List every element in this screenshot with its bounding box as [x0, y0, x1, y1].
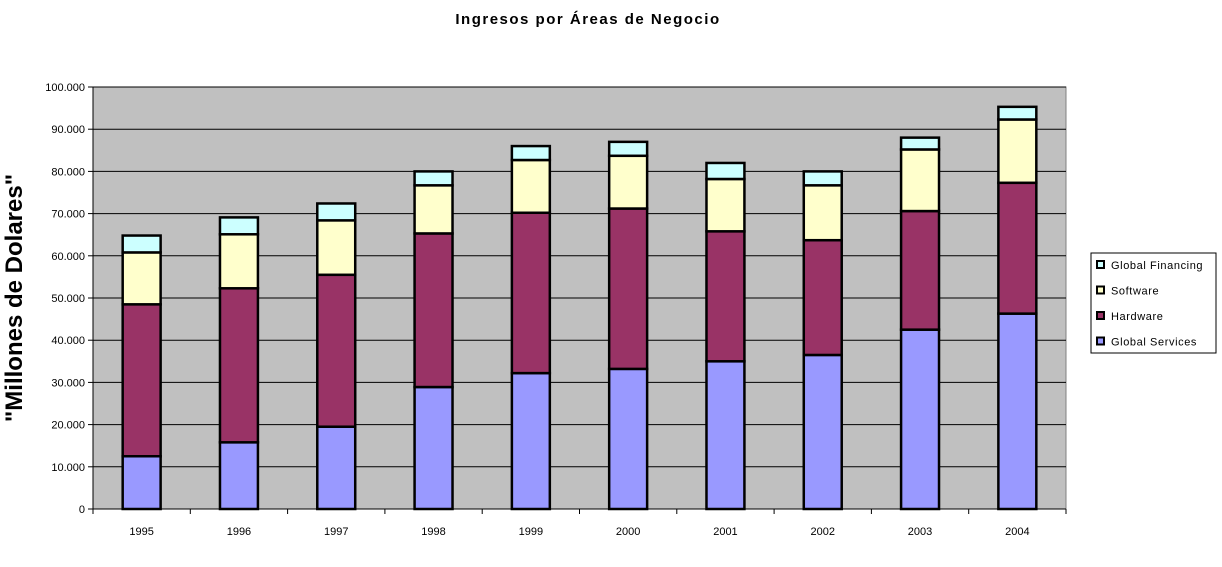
y-tick-label: 30.000 — [51, 377, 85, 389]
bar-segment — [607, 207, 649, 371]
bar-segment — [802, 170, 843, 187]
legend-swatch — [1096, 336, 1105, 346]
bar-segment — [802, 353, 843, 511]
legend-label: Hardware — [1111, 311, 1164, 323]
x-tick-label: 2003 — [908, 526, 932, 538]
legend-label: Software — [1111, 286, 1159, 298]
legend-swatch — [1096, 285, 1105, 295]
bar-segment — [705, 230, 746, 363]
x-tick-label: 2004 — [1005, 526, 1029, 538]
bar-segment — [997, 312, 1038, 511]
bar-segment — [899, 209, 941, 331]
y-tick-label: 90.000 — [51, 124, 85, 136]
bar-segment — [705, 360, 746, 511]
bar-segment — [899, 328, 941, 511]
plot-area: 0 10.000 20.000 30.000 40.000 50.000 60.000 70.… — [45, 82, 1067, 538]
legend-swatch — [1096, 260, 1105, 269]
bar-segment — [607, 140, 649, 158]
bar-segment — [121, 455, 162, 511]
x-tick-label: 1997 — [324, 526, 348, 538]
bar-segment — [802, 184, 843, 242]
bar-segment — [413, 232, 454, 389]
y-tick-label: 50.000 — [51, 293, 85, 305]
bar-segment — [316, 219, 357, 277]
bar-segment — [121, 234, 162, 254]
y-tick-label: 80.000 — [51, 166, 85, 178]
bar-segment — [705, 177, 746, 233]
y-tick-label: 40.000 — [51, 335, 85, 347]
legend-label: Global Services — [1111, 337, 1197, 349]
y-tick-label: 100.000 — [45, 82, 85, 94]
bar-segment — [413, 170, 454, 187]
bar-segment — [121, 303, 162, 458]
x-tick-label: 2000 — [616, 526, 640, 538]
bar-segment — [510, 158, 552, 215]
legend-box — [1090, 252, 1217, 354]
x-tick-label: 2001 — [713, 526, 737, 538]
x-tick-label: 2002 — [811, 526, 835, 538]
bar-segment — [316, 273, 357, 428]
y-tick-label: 70.000 — [51, 209, 85, 221]
bar-segment — [121, 251, 162, 306]
y-tick-label: 10.000 — [51, 462, 85, 474]
bar-segment — [607, 367, 649, 511]
chart-title: Ingresos por Áreas de Negocio — [455, 11, 720, 28]
bar-segment — [413, 184, 454, 235]
bar-segment — [997, 105, 1038, 121]
bar-segment — [705, 161, 746, 181]
x-tick-label: 1999 — [519, 526, 543, 538]
y-tick-label: 60.000 — [51, 251, 85, 263]
y-tick-label: 20.000 — [51, 420, 85, 432]
bar-segment — [899, 136, 941, 151]
bar-segment — [510, 211, 552, 375]
bar-segment — [316, 202, 357, 222]
x-tick-label: 1998 — [421, 526, 445, 538]
y-tick-label: 0 — [79, 504, 85, 516]
legend-swatch — [1096, 311, 1105, 320]
bar-segment — [218, 233, 260, 290]
bar-segment — [802, 238, 843, 357]
bar-segment — [510, 144, 552, 162]
bar-segment — [997, 181, 1038, 315]
bar-segment — [413, 385, 454, 511]
x-tick-label: 1996 — [227, 526, 251, 538]
bar-segment — [218, 441, 260, 511]
bar-segment — [607, 154, 649, 210]
bar-segment — [997, 118, 1038, 185]
bar-segment — [218, 287, 260, 444]
x-tick-label: 1995 — [129, 526, 153, 538]
bar-segment — [899, 148, 941, 213]
bar-segment — [510, 371, 552, 511]
bar-segment — [316, 425, 357, 511]
legend-label: Global Financing — [1111, 260, 1203, 272]
bar-segment — [218, 216, 260, 236]
legend: Global Financing Software Hardware Global S… — [1090, 252, 1217, 354]
y-axis-label: "Millones de Dolares" — [1, 174, 28, 422]
